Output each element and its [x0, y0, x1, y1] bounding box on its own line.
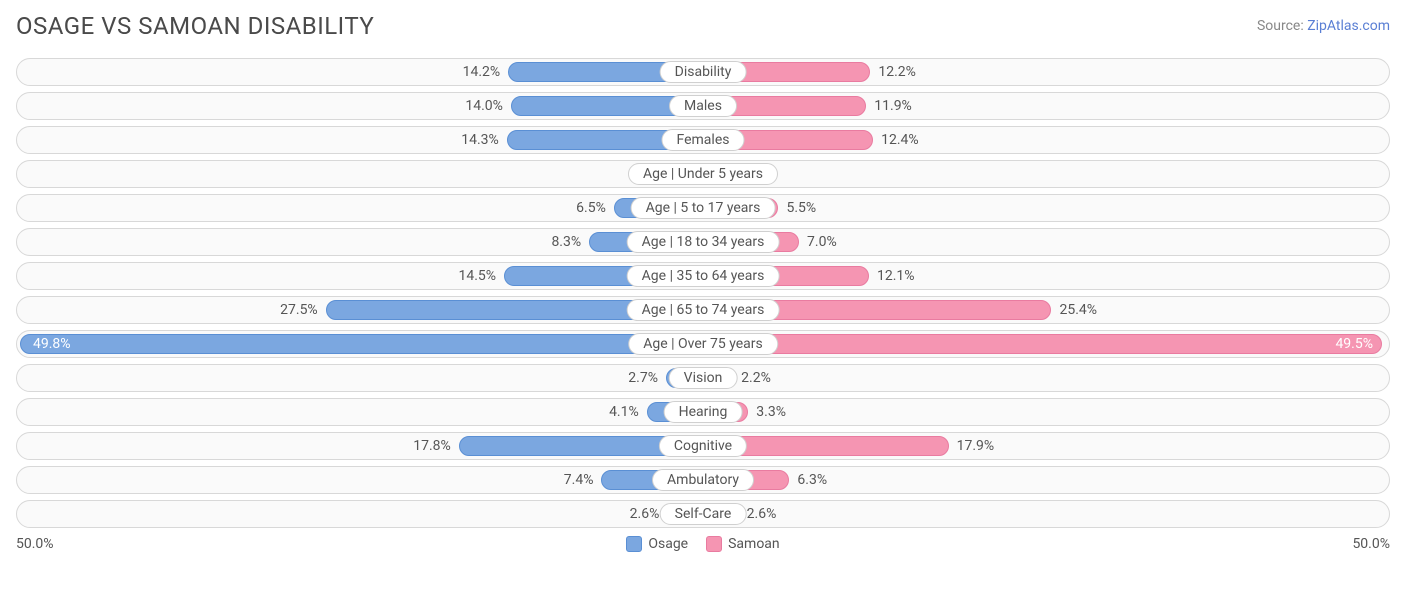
chart-rows: 14.2% 12.2% Disability 14.0% 11.9% Males 14.3%…	[16, 58, 1390, 528]
row-right-half: 3.3%	[703, 399, 1389, 425]
row-right-half: 1.2%	[703, 161, 1389, 187]
legend-right: Samoan	[706, 536, 780, 552]
chart-source: Source: ZipAtlas.com	[1257, 18, 1390, 34]
row-left-half: 14.2%	[17, 59, 703, 85]
row-left-value: 14.0%	[457, 98, 511, 114]
row-category-label: Age | Under 5 years	[628, 163, 778, 185]
row-left-value: 7.4%	[556, 472, 602, 488]
row-category-label: Age | 65 to 74 years	[627, 299, 780, 321]
row-right-value: 11.9%	[866, 98, 920, 114]
row-category-label: Males	[669, 95, 737, 117]
row-right-value: 3.3%	[748, 404, 794, 420]
row-right-value: 12.1%	[869, 268, 923, 284]
row-right-value: 12.4%	[873, 132, 927, 148]
row-right-half: 12.2%	[703, 59, 1389, 85]
row-right-value: 5.5%	[778, 200, 824, 216]
legend: Osage Samoan	[626, 536, 779, 552]
row-left-value: 49.8%	[25, 336, 79, 352]
row-category-label: Hearing	[664, 401, 743, 423]
row-right-half: 17.9%	[703, 433, 1389, 459]
row-left-bar	[20, 334, 703, 354]
row-left-half: 17.8%	[17, 433, 703, 459]
row-left-half: 14.5%	[17, 263, 703, 289]
chart-row: 8.3% 7.0% Age | 18 to 34 years	[16, 228, 1390, 256]
row-right-value: 17.9%	[949, 438, 1003, 454]
chart-row: 14.5% 12.1% Age | 35 to 64 years	[16, 262, 1390, 290]
row-category-label: Age | Over 75 years	[628, 333, 778, 355]
row-right-half: 49.5%	[703, 331, 1389, 357]
chart-row: 1.8%1.2%Age | Under 5 years	[16, 160, 1390, 188]
row-left-half: 2.7%	[17, 365, 703, 391]
row-left-value: 14.5%	[451, 268, 505, 284]
row-left-half: 14.0%	[17, 93, 703, 119]
row-left-value: 14.2%	[455, 64, 509, 80]
row-left-value: 27.5%	[272, 302, 326, 318]
chart-row: 6.5% 5.5%Age | 5 to 17 years	[16, 194, 1390, 222]
chart-row: 4.1% 3.3% Hearing	[16, 398, 1390, 426]
row-right-half: 2.2%	[703, 365, 1389, 391]
row-category-label: Age | 35 to 64 years	[627, 265, 780, 287]
row-category-label: Age | 18 to 34 years	[627, 231, 780, 253]
row-left-value: 17.8%	[405, 438, 459, 454]
legend-right-label: Samoan	[728, 536, 780, 552]
row-right-value: 6.3%	[789, 472, 835, 488]
row-left-value: 2.7%	[620, 370, 666, 386]
chart-title: OSAGE VS SAMOAN DISABILITY	[16, 12, 374, 40]
row-right-half: 11.9%	[703, 93, 1389, 119]
row-right-half: 7.0%	[703, 229, 1389, 255]
chart-row: 2.7% 2.2%Vision	[16, 364, 1390, 392]
row-right-half: 2.6%	[703, 501, 1389, 527]
row-left-half: 14.3%	[17, 127, 703, 153]
row-left-half: 49.8%	[17, 331, 703, 357]
row-right-half: 12.4%	[703, 127, 1389, 153]
chart-row: 14.3% 12.4% Females	[16, 126, 1390, 154]
legend-swatch-left	[626, 536, 642, 552]
legend-left: Osage	[626, 536, 688, 552]
row-left-value: 6.5%	[568, 200, 614, 216]
row-category-label: Females	[662, 129, 745, 151]
row-right-half: 6.3%	[703, 467, 1389, 493]
row-category-label: Self-Care	[660, 503, 747, 525]
row-right-value: 25.4%	[1051, 302, 1105, 318]
row-left-half: 1.8%	[17, 161, 703, 187]
row-left-half: 8.3%	[17, 229, 703, 255]
row-right-half: 25.4%	[703, 297, 1389, 323]
row-category-label: Disability	[660, 61, 747, 83]
chart-row: 27.5% 25.4% Age | 65 to 74 years	[16, 296, 1390, 324]
row-left-half: 6.5%	[17, 195, 703, 221]
row-category-label: Vision	[669, 367, 738, 389]
row-left-half: 4.1%	[17, 399, 703, 425]
row-right-value: 7.0%	[799, 234, 845, 250]
row-right-value: 49.5%	[1327, 336, 1381, 352]
legend-left-label: Osage	[648, 536, 688, 552]
chart-header: OSAGE VS SAMOAN DISABILITY Source: ZipAt…	[16, 12, 1390, 40]
chart-row: 7.4% 6.3% Ambulatory	[16, 466, 1390, 494]
chart-footer: 50.0% Osage Samoan 50.0%	[16, 536, 1390, 552]
row-right-half: 5.5%	[703, 195, 1389, 221]
chart-row: 17.8% 17.9% Cognitive	[16, 432, 1390, 460]
row-left-half: 7.4%	[17, 467, 703, 493]
row-left-value: 14.3%	[453, 132, 507, 148]
row-left-value: 8.3%	[543, 234, 589, 250]
chart-row: 14.0% 11.9% Males	[16, 92, 1390, 120]
row-category-label: Cognitive	[659, 435, 747, 457]
row-right-half: 12.1%	[703, 263, 1389, 289]
chart-row: 2.6%2.6%Self-Care	[16, 500, 1390, 528]
legend-swatch-right	[706, 536, 722, 552]
row-right-bar	[703, 334, 1382, 354]
row-category-label: Age | 5 to 17 years	[631, 197, 776, 219]
row-left-half: 27.5%	[17, 297, 703, 323]
chart-row: 49.8% 49.5% Age | Over 75 years	[16, 330, 1390, 358]
source-label: Source:	[1257, 18, 1304, 34]
chart-row: 14.2% 12.2% Disability	[16, 58, 1390, 86]
row-left-half: 2.6%	[17, 501, 703, 527]
row-right-value: 2.2%	[733, 370, 779, 386]
row-category-label: Ambulatory	[652, 469, 754, 491]
axis-right-max: 50.0%	[1352, 536, 1390, 552]
row-left-value: 4.1%	[601, 404, 647, 420]
axis-left-max: 50.0%	[16, 536, 54, 552]
row-right-value: 12.2%	[870, 64, 924, 80]
source-link[interactable]: ZipAtlas.com	[1307, 18, 1390, 34]
